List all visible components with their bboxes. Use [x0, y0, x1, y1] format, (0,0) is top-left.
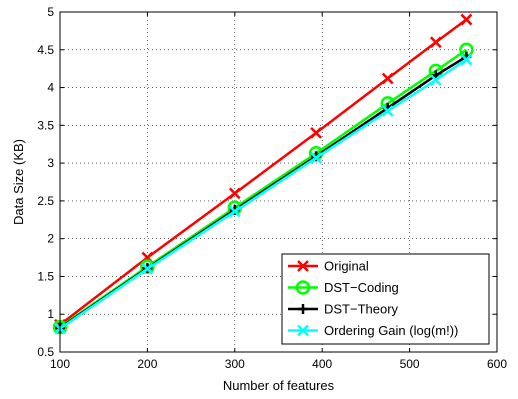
y-tick-label: 3 [47, 156, 54, 170]
data-point [228, 187, 241, 200]
y-tick-label: 1.5 [37, 269, 54, 283]
axis-ticks: 100 200 300 400 500 600 0.5 1 1.5 2 2.5 3 3.5 4 4.5 5 [37, 5, 507, 371]
data-point [381, 72, 394, 85]
y-axis-label: Data Size (KB) [11, 139, 26, 225]
marker-x-b [381, 72, 394, 85]
legend-marker [295, 280, 311, 295]
marker-x-b [310, 151, 322, 164]
y-tick-label: 1 [47, 307, 54, 321]
legend-marker [297, 260, 309, 272]
y-tick-label: 2.5 [37, 194, 54, 208]
legend-marker [297, 324, 309, 337]
data-point [429, 36, 442, 49]
data-point [460, 53, 473, 66]
x-tick-label: 300 [225, 357, 245, 371]
legend-label: DST−Coding [324, 280, 399, 295]
legend-marker [298, 304, 308, 314]
marker-x-b [429, 36, 442, 49]
data-point [460, 13, 473, 26]
legend-item: DST−Coding [288, 280, 399, 295]
data-point [310, 127, 322, 139]
x-tick-label: 500 [400, 357, 420, 371]
y-tick-label: 5 [47, 5, 54, 19]
legend-label: DST−Theory [324, 302, 399, 317]
legend-item: DST−Theory [288, 302, 399, 317]
x-tick-label: 400 [312, 357, 332, 371]
marker-x-b [460, 53, 473, 66]
x-tick-label: 200 [137, 357, 157, 371]
data-point [141, 263, 154, 275]
series-3 [54, 53, 473, 335]
marker-x-b [297, 260, 309, 272]
legend-item: Ordering Gain (log(m!)) [288, 323, 458, 338]
legend-label: Ordering Gain (log(m!)) [324, 323, 458, 338]
x-tick-label: 600 [487, 357, 507, 371]
x-axis-label: Number of features [223, 378, 335, 393]
data-point [429, 74, 442, 86]
marker-x-b [228, 187, 241, 200]
plot-frame [59, 11, 498, 353]
marker-x-b [429, 74, 442, 86]
marker-x-b [141, 263, 154, 275]
marker-x-b [460, 13, 473, 26]
y-tick-label: 0.5 [37, 345, 54, 359]
y-tick-label: 2 [47, 232, 54, 246]
legend: Original DST−Coding DST−Theory Ordering Gai… [281, 253, 490, 345]
x-tick-label: 100 [50, 357, 70, 371]
y-tick-label: 4 [47, 81, 54, 95]
marker-circle [295, 280, 311, 295]
y-tick-label: 4.5 [37, 43, 54, 57]
data-point [381, 105, 394, 117]
marker-x-b [310, 127, 322, 139]
marker-x-b [381, 105, 394, 117]
legend-item: Original [288, 259, 369, 274]
data-point [310, 151, 322, 164]
legend-box [281, 253, 490, 345]
marker-x-b [297, 324, 309, 337]
legend-label: Original [324, 259, 369, 274]
data-point [228, 205, 241, 218]
y-tick-label: 3.5 [37, 118, 54, 132]
marker-x-b [228, 205, 241, 218]
